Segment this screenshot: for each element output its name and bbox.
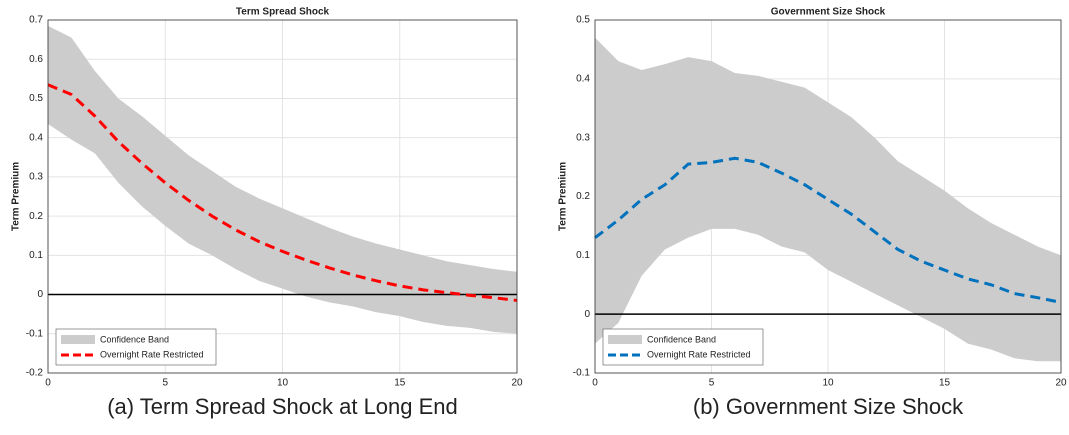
y-tick-label: 0.6: [29, 54, 43, 65]
confidence-band: [48, 25, 517, 334]
y-tick-label: 0.4: [576, 73, 590, 84]
y-tick-label: 0.5: [576, 15, 590, 26]
y-tick-label: 0.5: [29, 93, 43, 104]
x-tick-label: 0: [592, 378, 598, 389]
x-tick-label: 20: [1055, 378, 1067, 389]
y-tick-label: 0: [584, 309, 590, 320]
line-series: [594, 156, 1062, 304]
chart-title: Government Size Shock: [771, 7, 886, 18]
x-tick-label: 20: [511, 378, 523, 389]
legend-label: Confidence Band: [100, 334, 169, 344]
legend-swatch: [61, 335, 95, 344]
x-tick-label: 15: [939, 378, 951, 389]
y-axis-label: Term Premium: [558, 162, 569, 231]
x-tick-label: 0: [45, 378, 51, 389]
y-axis-label: Term Premium: [11, 162, 22, 231]
y-tick-label: 0.2: [576, 191, 590, 202]
y-tick-label: 0.3: [29, 172, 43, 183]
legend-swatch: [608, 335, 642, 344]
caption: (b) Government Size Shock: [693, 394, 964, 419]
plot-frame: [47, 19, 518, 374]
y-tick-label: 0.1: [576, 250, 590, 261]
y-tick-label: 0.4: [29, 132, 43, 143]
plot-frame: [594, 19, 1062, 374]
line-series: [47, 83, 518, 302]
x-tick-label: 5: [162, 378, 168, 389]
caption: (a) Term Spread Shock at Long End: [107, 394, 458, 419]
y-tick-label: -0.2: [26, 368, 44, 379]
y-tick-label: 0.2: [29, 211, 43, 222]
y-tick-label: 0.1: [29, 250, 43, 261]
legend-label: Overnight Rate Restricted: [100, 349, 204, 359]
x-tick-label: 15: [394, 378, 406, 389]
y-tick-label: 0: [37, 289, 43, 300]
chart-title: Term Spread Shock: [236, 7, 330, 18]
y-tick-label: 0.3: [576, 132, 590, 143]
x-tick-label: 10: [277, 378, 289, 389]
x-tick-label: 5: [709, 378, 715, 389]
legend-label: Overnight Rate Restricted: [647, 349, 751, 359]
y-tick-label: -0.1: [573, 368, 591, 379]
confidence-band: [595, 37, 1061, 362]
y-tick-label: 0.7: [29, 15, 43, 26]
x-tick-label: 10: [822, 378, 834, 389]
legend-label: Confidence Band: [647, 334, 716, 344]
y-tick-label: -0.1: [26, 328, 44, 339]
